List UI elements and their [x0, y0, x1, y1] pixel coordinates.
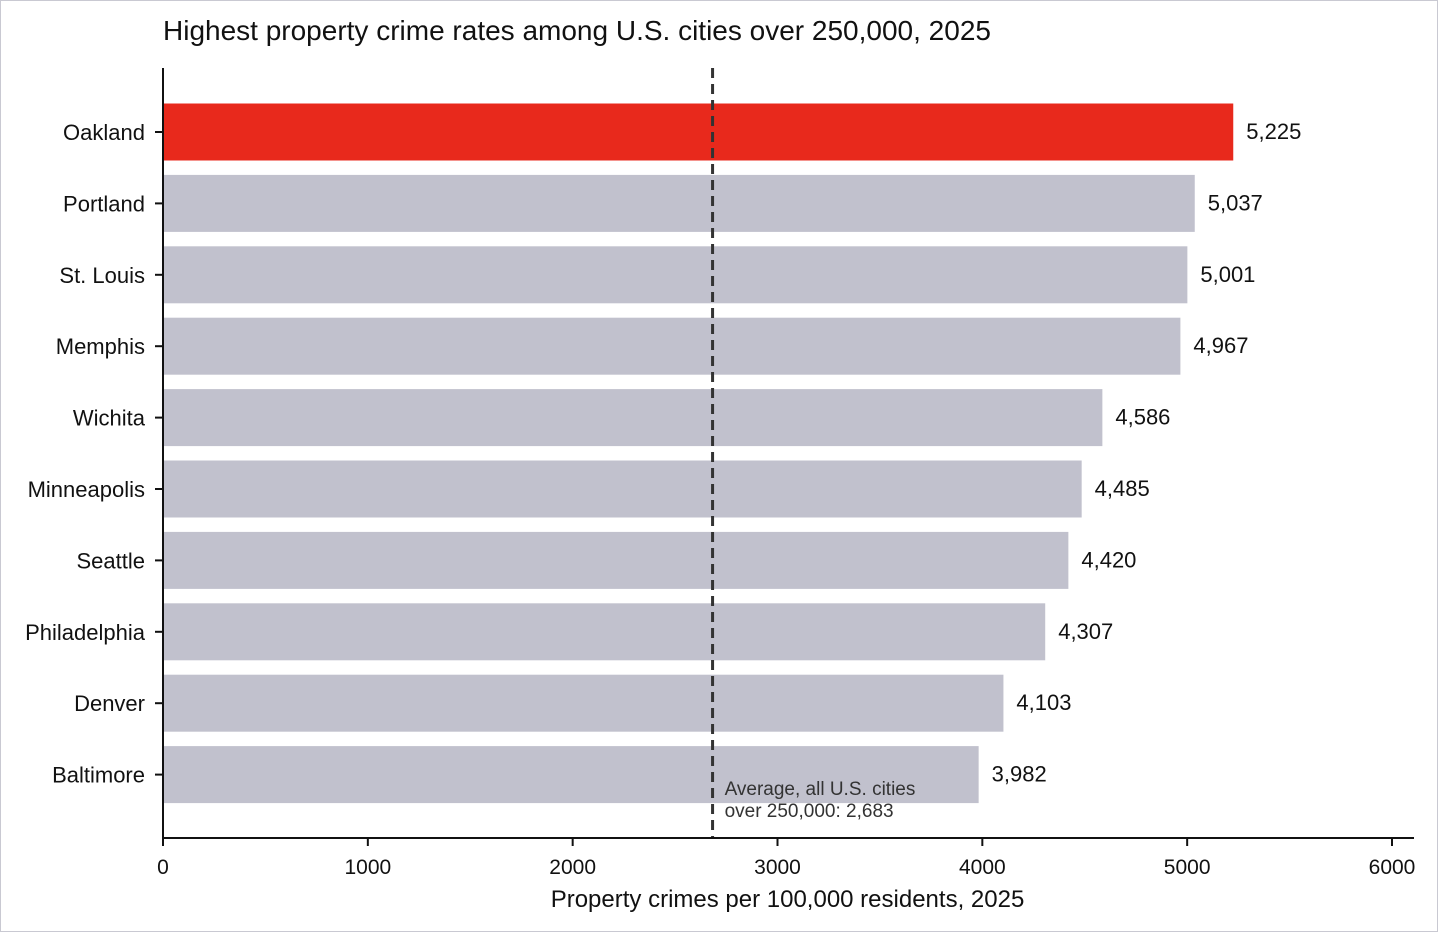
value-label: 4,586 — [1115, 405, 1170, 430]
value-label: 4,103 — [1016, 690, 1071, 715]
value-label: 5,001 — [1200, 262, 1255, 287]
value-label: 4,420 — [1081, 547, 1136, 572]
category-label: Denver — [74, 691, 145, 716]
value-label: 5,037 — [1208, 190, 1263, 215]
bar-minneapolis — [163, 460, 1082, 518]
bar-oakland — [163, 103, 1234, 161]
bar-wichita — [163, 389, 1103, 447]
category-label: St. Louis — [59, 263, 145, 288]
bars-layer: 5,225 Oakland 5,037 Portland 5,001 St. Louis 4… — [25, 103, 1301, 804]
bar-baltimore — [163, 746, 979, 804]
value-label: 4,485 — [1095, 476, 1150, 501]
x-axis-title: Property crimes per 100,000 residents, 2… — [551, 886, 1025, 913]
x-tick-label: 5000 — [1164, 856, 1211, 879]
category-label: Portland — [63, 191, 145, 216]
bar-portland — [163, 174, 1195, 232]
axes-layer: Property crimes per 100,000 residents, 2… — [157, 68, 1415, 913]
value-label: 4,307 — [1058, 619, 1113, 644]
bar-st-louis — [163, 246, 1188, 304]
reference-line-layer: Average, all U.S. cities over 250,000: 2… — [711, 68, 916, 838]
category-label: Philadelphia — [25, 620, 146, 645]
value-label: 5,225 — [1246, 119, 1301, 144]
bar-memphis — [163, 317, 1181, 375]
category-label: Seattle — [77, 548, 146, 573]
x-tick-label: 4000 — [959, 856, 1006, 879]
x-tick-label: 0 — [157, 856, 169, 879]
category-label: Wichita — [73, 406, 146, 431]
chart-title: Highest property crime rates among U.S. … — [163, 15, 991, 46]
value-label: 3,982 — [992, 762, 1047, 787]
x-tick-label: 2000 — [549, 856, 596, 879]
x-tick-label: 1000 — [344, 856, 391, 879]
bar-philadelphia — [163, 603, 1046, 661]
x-tick-label: 3000 — [754, 856, 801, 879]
average-annotation-line2: over 250,000: 2,683 — [725, 801, 894, 822]
x-tick-label: 6000 — [1369, 856, 1416, 879]
category-label: Minneapolis — [28, 477, 145, 502]
bar-seattle — [163, 531, 1069, 589]
category-label: Baltimore — [52, 763, 145, 788]
category-label: Memphis — [56, 334, 145, 359]
bar-denver — [163, 674, 1004, 732]
category-label: Oakland — [63, 120, 145, 145]
average-annotation-line1: Average, all U.S. cities — [725, 779, 916, 800]
value-label: 4,967 — [1193, 333, 1248, 358]
